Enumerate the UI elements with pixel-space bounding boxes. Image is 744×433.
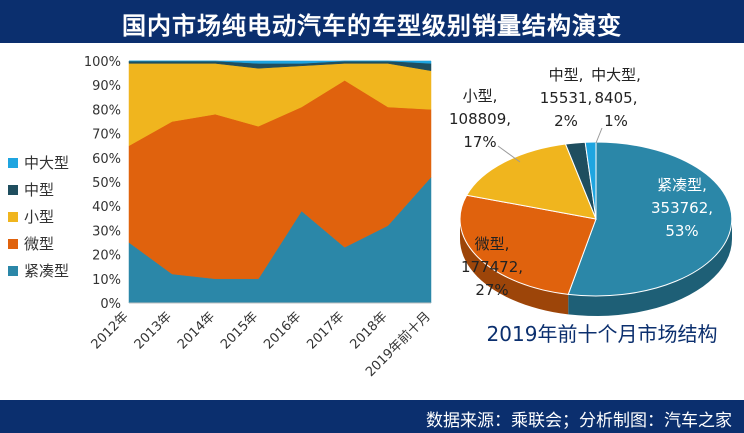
page-title: 国内市场纯电动汽车的车型级别销量结构演变 <box>122 12 622 40</box>
legend-label-微型: 微型 <box>24 235 54 253</box>
pie-leader-line <box>497 145 521 163</box>
legend-swatch-紧凑型 <box>8 266 18 276</box>
pie-label-percent: 1% <box>604 112 628 130</box>
pie-slice-小型 <box>465 143 597 220</box>
y-tick-label: 90% <box>92 79 121 94</box>
x-tick-label: 2016年 <box>261 309 304 352</box>
y-tick-label: 80% <box>92 103 121 118</box>
pie-slice-紧凑型 <box>567 141 733 297</box>
x-tick-label: 2012年 <box>89 309 132 352</box>
pie-label-name: 中大型, <box>591 66 641 84</box>
area-series-中大型 <box>129 60 432 64</box>
legend-swatch-小型 <box>8 212 18 222</box>
header-bar: 国内市场纯电动汽车的车型级别销量结构演变 <box>0 0 744 43</box>
pie-label-value: 108809, <box>449 110 511 128</box>
legend-swatch-中大型 <box>8 158 18 168</box>
pie-label-value: 353762, <box>651 199 713 217</box>
x-tick-label: 2015年 <box>218 309 261 352</box>
pie-label-value: 15531, <box>540 89 593 107</box>
x-tick-label: 2017年 <box>304 309 347 352</box>
legend-swatch-中型 <box>8 185 18 195</box>
pie-label-name: 微型, <box>475 235 510 253</box>
y-tick-label: 0% <box>100 297 121 312</box>
pie-label-name: 紧凑型, <box>657 176 707 194</box>
y-tick-label: 30% <box>92 224 121 239</box>
y-tick-label: 70% <box>92 128 121 143</box>
pie-label-percent: 53% <box>665 222 698 240</box>
x-tick-label: 2013年 <box>132 309 175 352</box>
y-tick-label: 20% <box>92 249 121 264</box>
footer-bar: 数据来源：乘联会；分析制图：汽车之家 <box>0 400 744 433</box>
pie-side-微型 <box>460 219 569 315</box>
pie-leader-line <box>595 127 603 144</box>
legend-label-小型: 小型 <box>24 208 54 226</box>
pie-label-name: 中型, <box>549 66 584 84</box>
y-tick-label: 50% <box>92 176 121 191</box>
data-source-note: 数据来源：乘联会；分析制图：汽车之家 <box>426 411 732 431</box>
legend-label-中型: 中型 <box>24 181 54 199</box>
pie-label-name: 小型, <box>463 87 498 105</box>
x-tick-label: 2014年 <box>175 309 218 352</box>
x-tick-label: 2018年 <box>347 309 390 352</box>
pie-label-percent: 2% <box>554 112 578 130</box>
y-tick-label: 60% <box>92 152 121 167</box>
pie-label-value: 177472, <box>461 258 523 276</box>
legend-label-紧凑型: 紧凑型 <box>24 262 69 280</box>
pie-side-紧凑型 <box>568 219 732 316</box>
legend-label-中大型: 中大型 <box>24 154 69 172</box>
y-tick-label: 40% <box>92 200 121 215</box>
legend-swatch-微型 <box>8 239 18 249</box>
pie-slice-微型 <box>459 194 597 295</box>
pie-label-value: 8405, <box>595 89 638 107</box>
pie-chart-title: 2019年前十个月市场结构 <box>486 322 718 346</box>
y-tick-label: 100% <box>84 55 121 70</box>
y-tick-label: 10% <box>92 273 121 288</box>
pie-label-percent: 27% <box>475 281 508 299</box>
pie-label-percent: 17% <box>463 133 496 151</box>
